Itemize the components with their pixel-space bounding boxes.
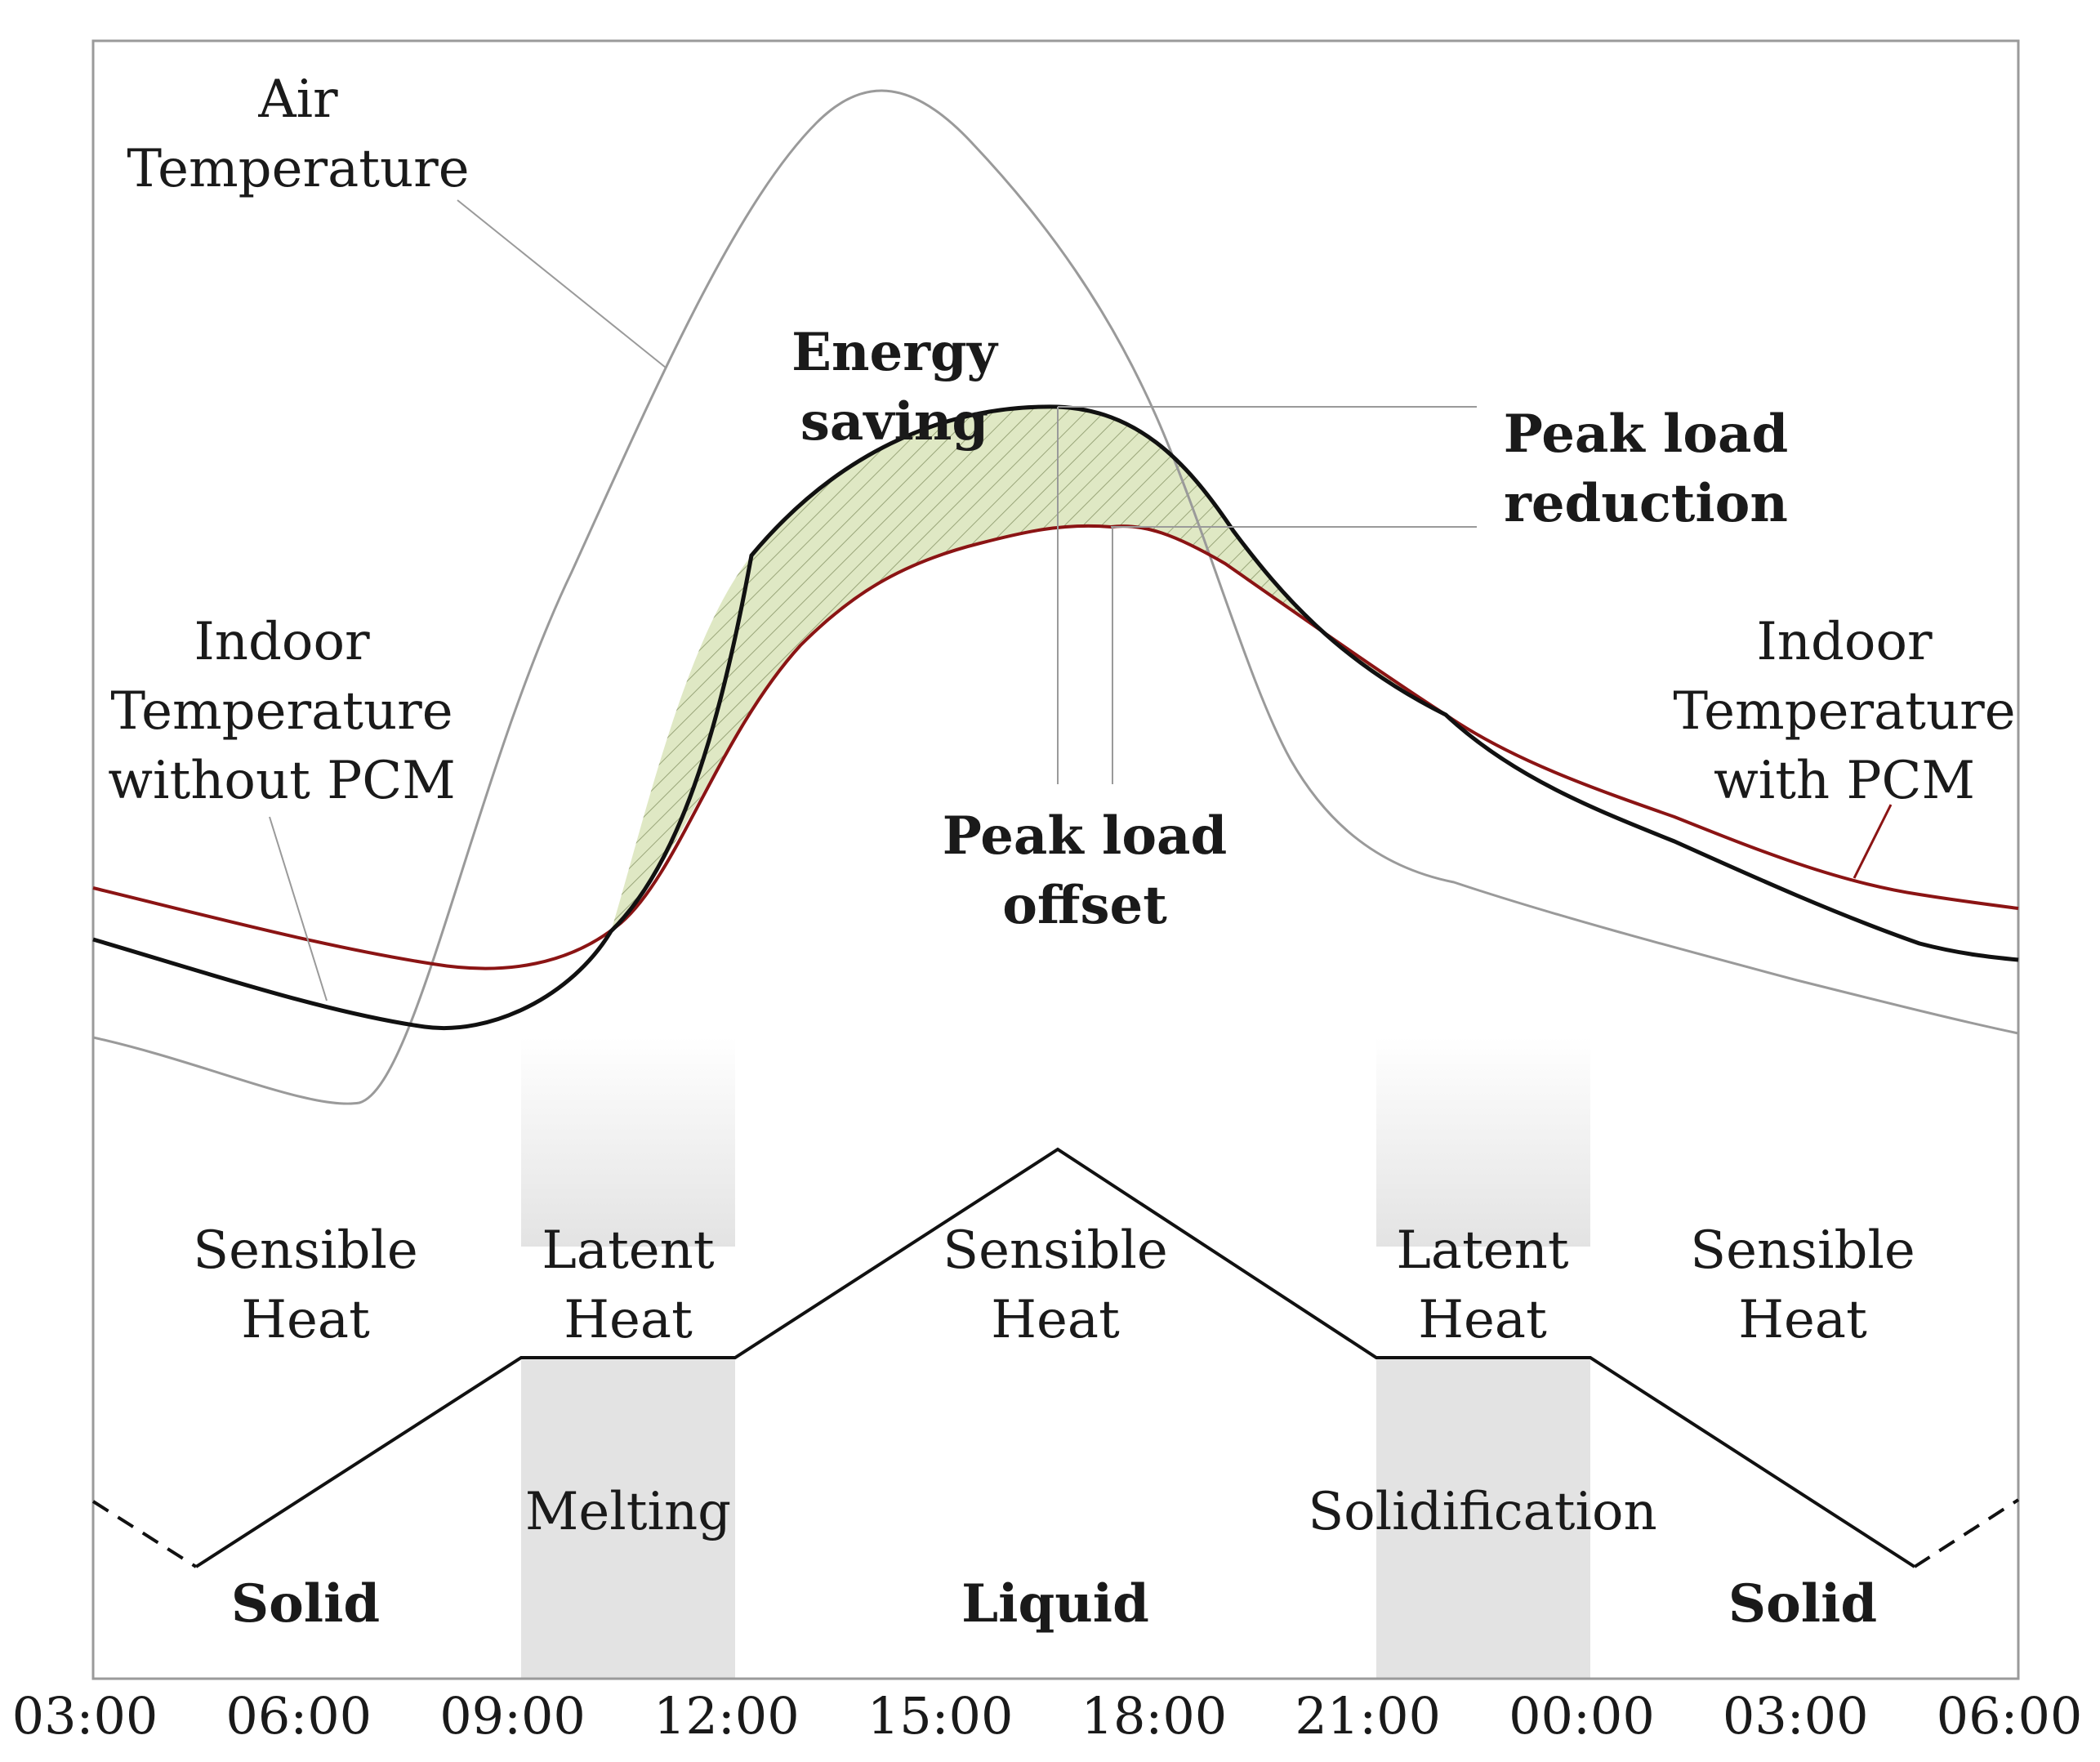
- energy-saving-label-line2: saving: [800, 391, 988, 453]
- latent-band-gradient-1: [521, 1037, 735, 1247]
- indoor-without-label-leader: [269, 816, 328, 1001]
- latent-band-gradient-2: [1376, 1037, 1590, 1247]
- energy-saving-label-line1: Energy: [791, 322, 999, 383]
- indoor-with-label-leader: [1853, 804, 1893, 879]
- latent-band-2: [1376, 1358, 1590, 1679]
- peak-load-offset-label-line2: offset: [1002, 875, 1167, 936]
- indoor-with-pcm-curve: [92, 524, 2019, 970]
- x-axis-ticks: 03:00 06:00 09:00 12:00 15:00 18:00 21:00 00:00…: [12, 1686, 2083, 1746]
- air-temp-label-line1: Air: [257, 69, 338, 130]
- x-tick-label: 15:00: [867, 1686, 1014, 1746]
- x-tick-label: 03:00: [12, 1686, 158, 1746]
- x-tick-label: 00:00: [1509, 1686, 1655, 1746]
- x-tick-label: 12:00: [653, 1686, 800, 1746]
- latent-heat-2-line1: Latent: [1396, 1220, 1568, 1281]
- x-tick-label: 21:00: [1295, 1686, 1441, 1746]
- peak-load-offset-label-line1: Peak load: [943, 805, 1227, 867]
- phase-state-line: [194, 1147, 1916, 1568]
- x-tick-label: 03:00: [1723, 1686, 1869, 1746]
- indoor-without-label-line3: without PCM: [108, 751, 456, 811]
- peak-load-reduction-label-line2: reduction: [1504, 473, 1788, 534]
- latent-band-1: [521, 1358, 735, 1679]
- sensible-heat-2-line1: Sensible: [943, 1220, 1168, 1281]
- indoor-with-label-line1: Indoor: [1756, 612, 1933, 672]
- plot-frame: [91, 39, 2020, 1680]
- x-tick-label: 18:00: [1081, 1686, 1228, 1746]
- x-tick-label: 09:00: [439, 1686, 586, 1746]
- indoor-with-label-line2: Temperature: [1673, 681, 2015, 742]
- x-tick-label: 06:00: [225, 1686, 372, 1746]
- indoor-with-label-line3: with PCM: [1714, 751, 1975, 811]
- air-temperature-curve: [92, 89, 2019, 1105]
- peak-load-reduction-label-line1: Peak load: [1504, 404, 1788, 465]
- air-temp-label-line2: Temperature: [127, 139, 469, 199]
- phase-line-dashed-right: [1913, 1498, 2020, 1568]
- sensible-heat-2-line2: Heat: [991, 1290, 1120, 1350]
- liquid-state-label: Liquid: [961, 1573, 1149, 1635]
- solid-state-label-1: Solid: [231, 1573, 380, 1635]
- solidification-label: Solidification: [1308, 1482, 1656, 1542]
- solid-state-label-2: Solid: [1728, 1573, 1877, 1635]
- indoor-without-label-line2: Temperature: [110, 681, 453, 742]
- indoor-without-pcm-curve: [92, 404, 2019, 1030]
- air-label-leader: [457, 199, 667, 368]
- latent-heat-1-line2: Heat: [564, 1290, 693, 1350]
- melting-label: Melting: [525, 1482, 731, 1542]
- sensible-heat-3-line1: Sensible: [1690, 1220, 1915, 1281]
- x-tick-label: 06:00: [1937, 1686, 2083, 1746]
- indoor-without-label-line1: Indoor: [194, 612, 370, 672]
- latent-heat-2-line2: Heat: [1418, 1290, 1547, 1350]
- latent-heat-1-line1: Latent: [542, 1220, 714, 1281]
- phase-line-dashed-left: [91, 1500, 198, 1568]
- sensible-heat-1-line2: Heat: [241, 1290, 370, 1350]
- sensible-heat-3-line2: Heat: [1738, 1290, 1867, 1350]
- sensible-heat-1-line1: Sensible: [193, 1220, 418, 1281]
